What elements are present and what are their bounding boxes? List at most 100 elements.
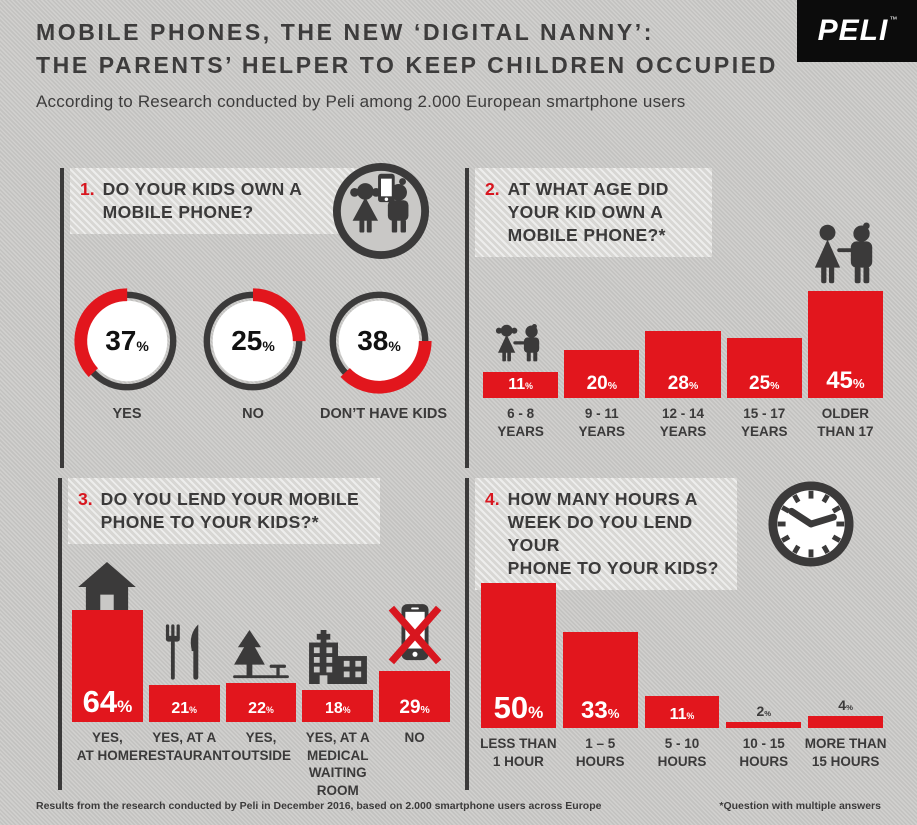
bar-category: YES, OUTSIDE — [230, 730, 291, 763]
donut-dont-have-kids: 38% DON’T HAVE KIDS — [320, 282, 448, 422]
bar-category: YES, AT HOME — [76, 730, 139, 763]
bar-slot: 4% MORE THAN 15 HOURS — [805, 563, 887, 769]
donut-label: NO — [242, 406, 264, 422]
bar-category: 5 - 10 HOURS — [657, 736, 707, 769]
bar-category: YES, AT A MEDICAL WAITING ROOM — [305, 730, 370, 798]
bar-slot: 22% YES, OUTSIDE — [225, 504, 297, 763]
footer-source-note: Results from the research conducted by P… — [36, 800, 602, 812]
bar: 18% — [302, 690, 374, 722]
bar-category: 10 - 15 HOURS — [739, 736, 789, 769]
hours-bar-chart: 50% LESS THAN 1 HOUR 33% 1 – 5 HOURS 11%… — [480, 563, 887, 769]
bar-category: OLDER THAN 17 — [817, 406, 874, 439]
bar-value: 11% — [508, 376, 533, 393]
bar-value: 21% — [171, 700, 197, 717]
bar-slot: 29% NO — [379, 504, 450, 745]
bar: 20% — [564, 350, 640, 398]
section-rule — [60, 168, 64, 468]
kids-with-phone-icon — [332, 162, 430, 260]
no-phone-icon — [387, 602, 443, 668]
bar-category: LESS THAN 1 HOUR — [480, 736, 557, 769]
house-icon — [78, 562, 137, 610]
section-q4: 4. HOW MANY HOURS A WEEK DO YOU LEND YOU… — [465, 478, 893, 792]
age-bar-chart: 11% 6 - 8 YEARS 20% 9 - 11 YEARS 28% 12 … — [483, 208, 884, 439]
bar: 21% — [148, 685, 220, 722]
bar-category: 9 - 11 YEARS — [578, 406, 626, 439]
clock-icon — [767, 480, 855, 568]
section-q3: 3. DO YOU LEND YOUR MOBILE PHONE TO YOUR… — [58, 478, 458, 798]
bar: 2% — [726, 704, 802, 728]
bar-category: 15 - 17 YEARS — [740, 406, 788, 439]
bar-category: 1 – 5 HOURS — [575, 736, 625, 769]
donut-chart-row: 37% YES 25% NO 38% DON’T HAVE — [68, 282, 448, 422]
bar-value: 4% — [838, 697, 853, 713]
bar-category: 12 - 14 YEARS — [659, 406, 707, 439]
bar: 22% — [225, 683, 297, 722]
bar: 29% — [379, 671, 450, 722]
bar: 4% — [808, 698, 883, 728]
bar-value: 45% — [826, 367, 865, 394]
bar-value: 64% — [82, 684, 133, 719]
bar-slot: 21% YES, AT A RESTAURANT — [138, 504, 230, 763]
bar-category: YES, AT A RESTAURANT — [138, 730, 231, 763]
bar-value: 50% — [493, 690, 544, 725]
hospital-icon — [307, 630, 369, 684]
donut-value: 25% — [231, 325, 275, 356]
bar-value: 11% — [669, 706, 695, 723]
section-q2: 2. AT WHAT AGE DID YOUR KID OWN A MOBILE… — [465, 168, 893, 470]
bar-category: MORE THAN 15 HOURS — [804, 736, 887, 769]
bar-slot: 20% 9 - 11 YEARS — [564, 208, 640, 439]
bar-value: 33% — [580, 697, 620, 724]
bar-slot: 11% 6 - 8 YEARS — [483, 208, 559, 439]
young-kids-icon — [492, 323, 550, 369]
bar: 11% — [644, 696, 720, 728]
question-number: 4. — [485, 489, 500, 509]
bar-slot: 11% 5 - 10 HOURS — [644, 563, 720, 769]
bar-value: 25% — [749, 373, 780, 394]
bar: 50% — [481, 583, 556, 728]
bar-slot: 25% 15 - 17 YEARS — [726, 208, 802, 439]
bar: 11% — [483, 372, 559, 398]
bar-value: 2% — [756, 703, 772, 719]
page-subtitle: According to Research conducted by Peli … — [36, 92, 686, 111]
bar-slot: 50% LESS THAN 1 HOUR — [480, 563, 557, 769]
question-text: DO YOUR KIDS OWN A MOBILE PHONE? — [102, 179, 303, 222]
restaurant-icon — [164, 624, 204, 682]
section-rule — [465, 478, 469, 790]
bar-slot: 45% OLDER THAN 17 — [807, 208, 884, 439]
section-rule — [465, 168, 469, 468]
bar-value: 18% — [324, 700, 351, 717]
bar-slot: 18% YES, AT A MEDICAL WAITING ROOM — [302, 504, 374, 798]
question-2-header: 2. AT WHAT AGE DID YOUR KID OWN A MOBILE… — [475, 168, 712, 257]
section-rule — [58, 478, 62, 790]
trademark-symbol: ™ — [889, 14, 898, 24]
question-text: HOW MANY HOURS A WEEK DO YOU LEND YOUR P… — [507, 489, 719, 578]
donut-yes: 37% YES — [68, 282, 186, 422]
bar-slot: 2% 10 - 15 HOURS — [726, 563, 802, 769]
donut-value: 37% — [105, 325, 149, 356]
tree-icon — [233, 630, 289, 680]
bar-value: 29% — [399, 697, 430, 718]
donut-no: 25% NO — [194, 282, 312, 422]
question-number: 3. — [78, 489, 93, 509]
question-number: 1. — [80, 179, 95, 199]
bar: 33% — [562, 632, 638, 728]
bar-category: 6 - 8 YEARS — [497, 406, 544, 439]
question-text: DO YOU LEND YOUR MOBILE PHONE TO YOUR KI… — [100, 489, 360, 532]
donut-label: DON’T HAVE KIDS — [320, 406, 448, 422]
question-3-header: 3. DO YOU LEND YOUR MOBILE PHONE TO YOUR… — [68, 478, 380, 544]
question-text: AT WHAT AGE DID YOUR KID OWN A MOBILE PH… — [507, 179, 669, 245]
peli-logo: PELI ™ — [797, 0, 917, 62]
bar-slot: 64% YES, AT HOME — [72, 504, 143, 763]
lend-place-bar-chart: 64% YES, AT HOME 21 — [72, 504, 450, 798]
footer-asterisk-note: *Question with multiple answers — [719, 800, 881, 812]
donut-label: YES — [112, 406, 142, 422]
bar-value: 28% — [667, 373, 699, 394]
bar-slot: 28% 12 - 14 YEARS — [645, 208, 721, 439]
bar: 25% — [726, 338, 802, 398]
bar-slot: 33% 1 – 5 HOURS — [562, 563, 638, 769]
bar-value: 22% — [248, 700, 274, 717]
bar-category: NO — [404, 730, 425, 745]
section-q1: 1. DO YOUR KIDS OWN A MOBILE PHONE? — [60, 162, 456, 470]
bar-value: 20% — [586, 373, 618, 394]
